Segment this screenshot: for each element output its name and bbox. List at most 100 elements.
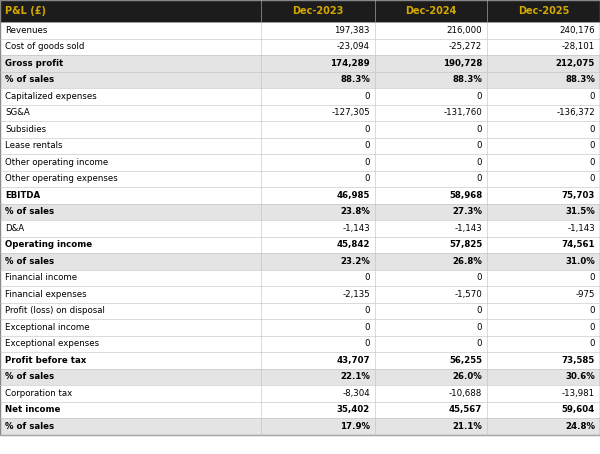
Text: 45,842: 45,842 xyxy=(337,240,370,249)
Text: 73,585: 73,585 xyxy=(562,356,595,365)
Text: 0: 0 xyxy=(365,339,370,348)
Text: 0: 0 xyxy=(589,92,595,101)
Text: Exceptional income: Exceptional income xyxy=(5,323,89,332)
Text: 59,604: 59,604 xyxy=(562,405,595,414)
Bar xyxy=(0,369,600,385)
Bar xyxy=(0,71,600,88)
Text: 17.9%: 17.9% xyxy=(340,422,370,431)
Text: 0: 0 xyxy=(476,273,482,282)
Text: 21.1%: 21.1% xyxy=(452,422,482,431)
Text: Other operating income: Other operating income xyxy=(5,158,108,167)
Text: 174,289: 174,289 xyxy=(331,59,370,68)
Text: 58,968: 58,968 xyxy=(449,191,482,200)
Bar xyxy=(0,220,600,237)
Text: 23.2%: 23.2% xyxy=(340,257,370,266)
Text: Lease rentals: Lease rentals xyxy=(5,141,62,150)
Text: -25,272: -25,272 xyxy=(449,42,482,51)
Text: -23,094: -23,094 xyxy=(337,42,370,51)
Text: -8,304: -8,304 xyxy=(342,389,370,398)
Text: 23.8%: 23.8% xyxy=(340,207,370,216)
Text: 0: 0 xyxy=(365,273,370,282)
Text: 0: 0 xyxy=(365,323,370,332)
Text: Gross profit: Gross profit xyxy=(5,59,63,68)
Text: 31.0%: 31.0% xyxy=(565,257,595,266)
Text: 0: 0 xyxy=(476,323,482,332)
Text: 0: 0 xyxy=(589,158,595,167)
Bar xyxy=(0,203,600,220)
Bar xyxy=(0,121,600,138)
Text: Cost of goods sold: Cost of goods sold xyxy=(5,42,85,51)
Text: 88.3%: 88.3% xyxy=(452,75,482,84)
Text: -28,101: -28,101 xyxy=(562,42,595,51)
Text: 0: 0 xyxy=(476,92,482,101)
Text: 0: 0 xyxy=(476,306,482,315)
Text: D&A: D&A xyxy=(5,224,24,233)
Text: 43,707: 43,707 xyxy=(337,356,370,365)
Text: -127,305: -127,305 xyxy=(331,108,370,117)
Text: 88.3%: 88.3% xyxy=(565,75,595,84)
Text: 0: 0 xyxy=(365,306,370,315)
Bar xyxy=(0,104,600,121)
Text: Operating income: Operating income xyxy=(5,240,92,249)
Text: 240,176: 240,176 xyxy=(559,26,595,35)
Text: Exceptional expenses: Exceptional expenses xyxy=(5,339,99,348)
Text: -975: -975 xyxy=(575,290,595,299)
Text: -136,372: -136,372 xyxy=(556,108,595,117)
Text: 56,255: 56,255 xyxy=(449,356,482,365)
Text: EBITDA: EBITDA xyxy=(5,191,40,200)
Bar xyxy=(0,39,600,55)
Text: 0: 0 xyxy=(476,158,482,167)
Bar xyxy=(0,55,600,71)
Bar xyxy=(0,171,600,187)
Text: -1,143: -1,143 xyxy=(567,224,595,233)
Text: Other operating expenses: Other operating expenses xyxy=(5,174,118,183)
Bar xyxy=(0,270,600,286)
Text: Financial expenses: Financial expenses xyxy=(5,290,86,299)
Text: Profit (loss) on disposal: Profit (loss) on disposal xyxy=(5,306,105,315)
Bar xyxy=(0,138,600,154)
Text: 35,402: 35,402 xyxy=(337,405,370,414)
Text: 0: 0 xyxy=(476,339,482,348)
Bar xyxy=(0,88,600,104)
Bar xyxy=(0,187,600,203)
Text: Dec-2023: Dec-2023 xyxy=(292,6,344,16)
Text: Profit before tax: Profit before tax xyxy=(5,356,86,365)
Text: 88.3%: 88.3% xyxy=(340,75,370,84)
Text: Financial income: Financial income xyxy=(5,273,77,282)
Text: 0: 0 xyxy=(365,92,370,101)
Text: -13,981: -13,981 xyxy=(562,389,595,398)
Text: 57,825: 57,825 xyxy=(449,240,482,249)
Text: 0: 0 xyxy=(365,174,370,183)
Text: 26.0%: 26.0% xyxy=(452,372,482,381)
Text: 0: 0 xyxy=(476,125,482,134)
Bar xyxy=(0,385,600,401)
Text: 31.5%: 31.5% xyxy=(565,207,595,216)
Text: -1,570: -1,570 xyxy=(454,290,482,299)
Text: SG&A: SG&A xyxy=(5,108,30,117)
Text: 212,075: 212,075 xyxy=(556,59,595,68)
Text: % of sales: % of sales xyxy=(5,372,54,381)
Text: 197,383: 197,383 xyxy=(335,26,370,35)
Text: Revenues: Revenues xyxy=(5,26,47,35)
Text: % of sales: % of sales xyxy=(5,422,54,431)
Text: Capitalized expenses: Capitalized expenses xyxy=(5,92,97,101)
Bar xyxy=(0,302,600,319)
Text: 0: 0 xyxy=(589,141,595,150)
Text: Dec-2024: Dec-2024 xyxy=(406,6,457,16)
Text: Corporation tax: Corporation tax xyxy=(5,389,72,398)
Text: % of sales: % of sales xyxy=(5,257,54,266)
Text: 46,985: 46,985 xyxy=(337,191,370,200)
Text: 22.1%: 22.1% xyxy=(340,372,370,381)
Text: 0: 0 xyxy=(589,306,595,315)
Text: Dec-2025: Dec-2025 xyxy=(518,6,569,16)
Text: 0: 0 xyxy=(589,339,595,348)
Text: 0: 0 xyxy=(589,273,595,282)
Text: Subsidies: Subsidies xyxy=(5,125,46,134)
Bar xyxy=(0,237,600,253)
Text: 27.3%: 27.3% xyxy=(452,207,482,216)
Bar xyxy=(0,0,600,22)
Bar xyxy=(0,401,600,418)
Bar xyxy=(0,418,600,434)
Text: % of sales: % of sales xyxy=(5,207,54,216)
Text: -10,688: -10,688 xyxy=(449,389,482,398)
